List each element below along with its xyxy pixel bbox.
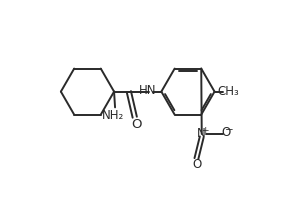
Text: O: O [131,118,142,131]
Text: N: N [197,127,206,140]
Text: O: O [222,126,231,139]
Text: HN: HN [139,84,156,97]
Text: NH₂: NH₂ [102,109,124,122]
Text: −: − [225,125,233,135]
Text: O: O [192,158,201,171]
Text: +: + [201,126,209,135]
Text: CH₃: CH₃ [218,85,239,98]
